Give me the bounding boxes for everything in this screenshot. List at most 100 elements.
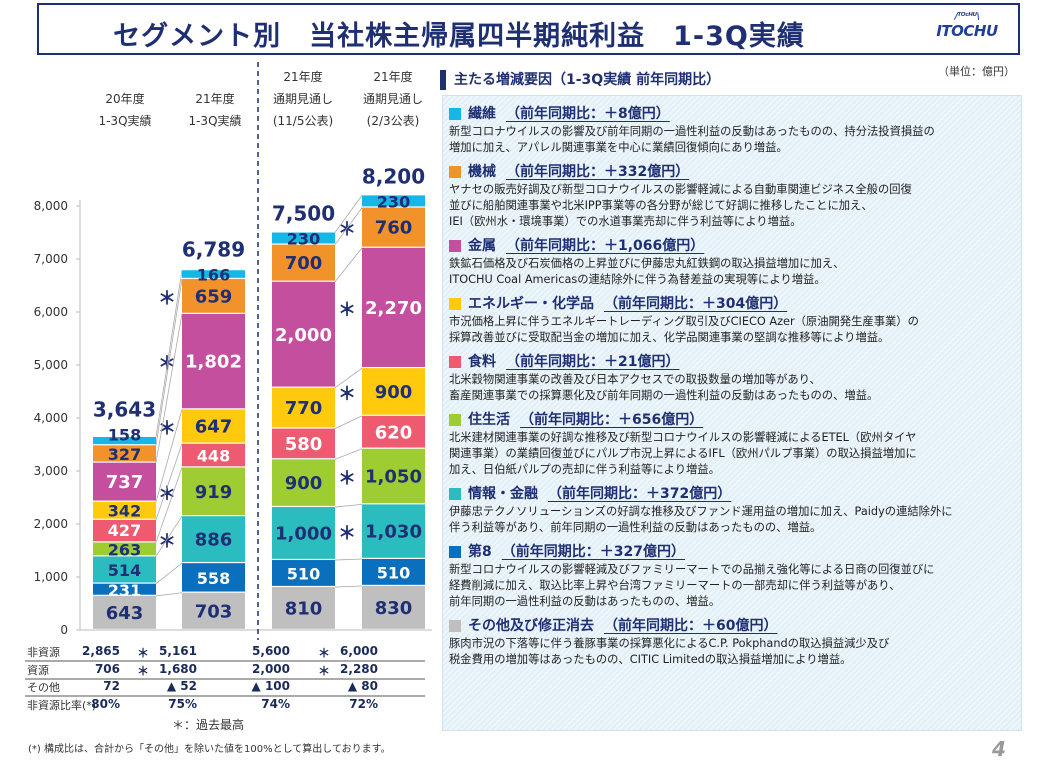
factor-heading: 住生活 （前年同期比：＋656億円）	[449, 410, 1015, 430]
logo-text: ITOCHU	[936, 22, 998, 40]
bar-segment	[362, 207, 425, 247]
table-cell: 5,600	[252, 644, 290, 658]
segment-color-square-icon	[449, 414, 461, 426]
segment-name: エネルギー・化学品	[468, 296, 594, 312]
bar-segment	[362, 558, 425, 585]
title-box: セグメント別 当社株主帰属四半期純利益 1-3Q実績 /ᵀᴼᶜᴴᵁ\ ITOCHU	[37, 3, 1020, 55]
connector-line	[334, 415, 363, 429]
table-row: その他 72 ▲ 52 ▲ 100 ▲ 80	[25, 678, 425, 697]
factor-description: 北米穀物関連事業の改善及び日本アクセスでの取扱数量の増加等があり、 畜産関連事業…	[449, 373, 879, 402]
bar-segment	[362, 247, 425, 367]
factor-section: 金属 （前年同期比：＋1,066億円） 鉄鉱石価格及び石炭価格の上昇並びに伊藤忠丸紅…	[449, 236, 1015, 288]
yoy-change: （前年同期比：＋60億円）	[604, 618, 778, 634]
y-tick-label: 4,000	[34, 411, 68, 425]
column-header-line: 21年度	[373, 70, 413, 84]
bar-segment	[93, 595, 156, 629]
factor-description: 鉄鉱石価格及び石炭価格の上昇並びに伊藤忠丸紅鉄鋼の取込損益増加に加え、 ITOC…	[449, 257, 845, 286]
record-high-star: ＊	[137, 663, 150, 678]
factor-section: 繊維 （前年同期比：＋8億円） 新型コロナウイルスの影響及び前年同期の一過性利益の反…	[449, 104, 1015, 156]
yoy-change: （前年同期比：＋327億円）	[501, 544, 685, 560]
column-header-line: 通期見通し	[272, 92, 333, 106]
bar-segment	[93, 445, 156, 462]
yoy-change: （前年同期比：＋304億円）	[604, 296, 788, 312]
factor-section: その他及び修正消去 （前年同期比：＋60億円） 豚肉市況の下落等に伴う養豚事業の採算…	[449, 616, 1015, 668]
factor-description: 北米建材関連事業の好調な推移及び新型コロナウイルスの影響軽減によるETEL（欧州…	[449, 431, 917, 476]
segment-label: 900	[375, 382, 413, 403]
bar-segment	[362, 195, 425, 207]
table-row: 非資源比率(*) 80% 75% 74% 72%	[25, 696, 425, 713]
y-tick-label: 0	[60, 623, 68, 637]
bar-segment	[182, 563, 245, 592]
total-label: 3,643	[93, 398, 156, 422]
bar-segment	[362, 504, 425, 558]
segment-name: 第8	[468, 544, 492, 560]
table-row: 非資源 2,865 5,161 ＊ 5,600 6,000 ＊	[25, 643, 425, 662]
segment-label: 737	[106, 472, 144, 493]
table-cell: 74%	[261, 696, 290, 711]
record-high-star: ＊	[158, 532, 176, 553]
segment-label: 263	[108, 540, 141, 559]
factor-section: 住生活 （前年同期比：＋656億円） 北米建材関連事業の好調な推移及び新型コロナウイ…	[449, 410, 1015, 478]
connector-line	[155, 515, 183, 557]
segment-name: 住生活	[468, 412, 510, 428]
bar-segment	[93, 542, 156, 556]
bar-segment	[93, 519, 156, 542]
segment-label: 166	[197, 266, 230, 285]
record-high-star: ＊	[338, 300, 356, 321]
segment-name: 繊維	[468, 106, 496, 122]
row-label: 非資源	[27, 646, 60, 659]
segment-label: 700	[285, 253, 323, 274]
column-header-line: 1-3Q実績	[98, 114, 152, 128]
y-tick-label: 3,000	[34, 464, 68, 478]
footnote: (*) 構成比は、合計から「その他」を除いた値を100%として算出しております。	[28, 744, 391, 755]
bar-segment	[272, 387, 335, 428]
page-title: セグメント別 当社株主帰属四半期純利益 1-3Q実績	[113, 21, 805, 52]
segment-color-square-icon	[449, 240, 461, 252]
factor-description: ヤナセの販売好調及び新型コロナウイルスの影響軽減による自動車関連ビジネス全般の回…	[449, 183, 912, 228]
segment-name: 食料	[468, 354, 496, 370]
segment-color-square-icon	[449, 620, 461, 632]
connector-line	[334, 585, 363, 588]
y-tick-label: 1,000	[34, 570, 68, 584]
factor-heading: エネルギー・化学品 （前年同期比：＋304億円）	[449, 294, 1015, 314]
segment-label: 580	[285, 434, 323, 455]
bar-segment	[272, 232, 335, 244]
bar-segment	[272, 560, 335, 586]
connector-line	[155, 270, 183, 438]
factor-section: 機械 （前年同期比：＋332億円） ヤナセの販売好調及び新型コロナウイルスの影響軽減…	[449, 162, 1015, 230]
column-header-line: 20年度	[105, 92, 145, 106]
record-high-star: ＊	[338, 524, 356, 545]
factor-heading: 情報・金融 （前年同期比：＋372億円）	[449, 484, 1015, 504]
y-tick-label: 6,000	[34, 305, 68, 319]
segment-label: 1,030	[365, 522, 422, 543]
panel-title: 主たる増減要因（1-3Q実績 前年同期比）	[440, 70, 720, 90]
column-header: 21年度 通期見通し (2/3公表)	[348, 66, 438, 132]
factor-heading: 機械 （前年同期比：＋332億円）	[449, 162, 1015, 182]
factor-section: 情報・金融 （前年同期比：＋372億円） 伊藤忠テクノソリューションズの好調な推移及…	[449, 484, 1015, 536]
yoy-change: （前年同期比：＋372億円）	[548, 486, 732, 502]
bar-segment	[93, 556, 156, 583]
record-high-star: ＊	[318, 663, 331, 678]
column-header-line: 通期見通し	[362, 92, 423, 106]
bar-segment	[93, 462, 156, 501]
row-label: 資源	[27, 663, 49, 677]
bar-segment	[182, 279, 245, 313]
bar-segment	[272, 459, 335, 506]
bar-segment	[272, 244, 335, 281]
connector-line	[155, 443, 183, 520]
total-label: 7,500	[272, 202, 335, 226]
table-cell: 72	[103, 679, 120, 693]
segment-label: 448	[197, 447, 230, 466]
total-label: 6,789	[182, 238, 245, 262]
bar-segment	[362, 415, 425, 448]
connector-line	[334, 367, 363, 389]
record-high-star: ＊	[338, 384, 356, 405]
segment-label: 659	[195, 286, 233, 307]
connector-line	[155, 409, 183, 502]
row-label: その他	[27, 681, 60, 694]
segment-label: 327	[108, 445, 141, 464]
factor-description: 豚肉市況の下落等に伴う養豚事業の採算悪化によるC.P. Pokphandの取込損…	[449, 637, 890, 666]
segment-name: その他及び修正消去	[468, 618, 594, 634]
yoy-change: （前年同期比：＋1,066億円）	[506, 238, 705, 254]
record-high-star: ＊	[158, 288, 176, 309]
